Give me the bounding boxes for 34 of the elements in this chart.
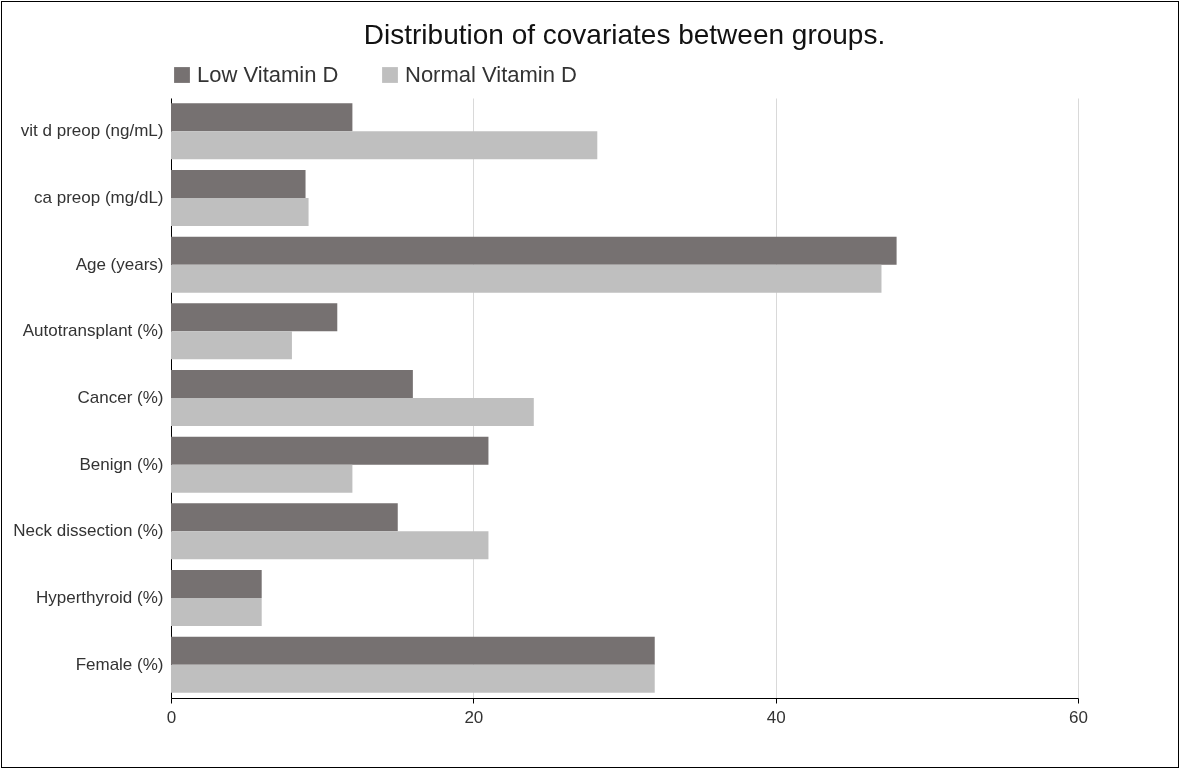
bar (171, 198, 309, 226)
y-tick-label: Autotransplant (%) (22, 321, 164, 341)
bar (171, 236, 897, 265)
bar (171, 170, 306, 198)
chart-title: Distribution of covariates between groups. (363, 19, 886, 50)
x-tick-label: 60 (1069, 707, 1088, 727)
bar (171, 264, 882, 293)
bar (171, 503, 398, 532)
bar (171, 598, 262, 626)
bar (171, 570, 262, 598)
bar (171, 331, 292, 360)
bar (171, 464, 353, 493)
x-tick-label: 40 (766, 707, 786, 727)
bar (171, 370, 413, 398)
y-tick-label: Hyperthyroid (%) (35, 588, 164, 607)
y-tick-label: Benign (%) (79, 454, 164, 474)
y-tick-label: Age (years) (75, 254, 164, 274)
legend-label: Low Vitamin D (197, 62, 339, 87)
x-tick-label: 0 (166, 707, 177, 727)
bar (171, 398, 534, 426)
bar (171, 131, 598, 160)
bar (171, 303, 338, 332)
y-tick-label: Neck dissection (%) (13, 521, 164, 541)
bar (171, 636, 655, 665)
bar (171, 664, 655, 693)
y-tick-label: Cancer (%) (77, 388, 164, 407)
y-tick-label: ca preop (mg/dL) (34, 188, 164, 207)
bar (171, 531, 489, 560)
y-tick-label: vit d preop (ng/mL) (20, 121, 164, 141)
x-tick-label: 20 (464, 707, 484, 727)
y-tick-label: Female (%) (75, 654, 164, 674)
bar (171, 436, 489, 465)
bar (171, 103, 353, 132)
legend-label: Normal Vitamin D (405, 62, 577, 87)
